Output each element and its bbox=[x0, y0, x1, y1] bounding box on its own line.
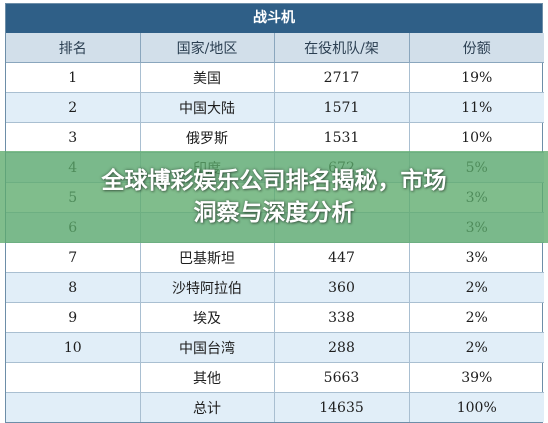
table-row: 其他 5663 39% bbox=[6, 362, 544, 393]
cell-share: 2% bbox=[409, 272, 544, 303]
cell-fleet: 2717 bbox=[274, 62, 410, 93]
table-row: 8 沙特阿拉伯 360 2% bbox=[6, 272, 544, 303]
header-fleet: 在役机队/架 bbox=[274, 33, 410, 63]
cell-share: 10% bbox=[409, 122, 544, 153]
cell-rank: 3 bbox=[6, 122, 141, 153]
cell-country: 总计 bbox=[140, 392, 275, 422]
cell-rank: 2 bbox=[6, 92, 141, 123]
table-title: 战斗机 bbox=[6, 4, 542, 33]
header-share: 份额 bbox=[409, 33, 544, 63]
headline-banner: 全球博彩娱乐公司排名揭秘，市场 洞察与深度分析 bbox=[0, 151, 548, 243]
table-row: 10 中国台湾 288 2% bbox=[6, 332, 544, 363]
cell-fleet: 288 bbox=[274, 332, 410, 363]
cell-country: 其他 bbox=[140, 362, 275, 393]
cell-share: 19% bbox=[409, 62, 544, 93]
table-row: 总计 14635 100% bbox=[6, 392, 544, 422]
header-rank: 排名 bbox=[6, 33, 141, 63]
cell-country: 沙特阿拉伯 bbox=[140, 272, 275, 303]
cell-share: 100% bbox=[409, 392, 544, 422]
cell-rank bbox=[6, 392, 141, 422]
table-row: 2 中国大陆 1571 11% bbox=[6, 92, 544, 123]
cell-rank: 9 bbox=[6, 302, 141, 333]
cell-fleet: 1571 bbox=[274, 92, 410, 123]
cell-country: 美国 bbox=[140, 62, 275, 93]
cell-fleet: 1531 bbox=[274, 122, 410, 153]
cell-share: 3% bbox=[409, 242, 544, 273]
cell-country: 埃及 bbox=[140, 302, 275, 333]
cell-fleet: 447 bbox=[274, 242, 410, 273]
headline-line-2: 洞察与深度分析 bbox=[193, 200, 355, 226]
cell-country: 俄罗斯 bbox=[140, 122, 275, 153]
cell-fleet: 360 bbox=[274, 272, 410, 303]
cell-fleet: 14635 bbox=[274, 392, 410, 422]
cell-fleet: 338 bbox=[274, 302, 410, 333]
cell-rank: 7 bbox=[6, 242, 141, 273]
header-row: 排名 国家/地区 在役机队/架 份额 bbox=[6, 33, 544, 63]
cell-country: 中国大陆 bbox=[140, 92, 275, 123]
table-row: 9 埃及 338 2% bbox=[6, 302, 544, 333]
table-row: 7 巴基斯坦 447 3% bbox=[6, 242, 544, 273]
cell-country: 中国台湾 bbox=[140, 332, 275, 363]
cell-country: 巴基斯坦 bbox=[140, 242, 275, 273]
cell-rank: 8 bbox=[6, 272, 141, 303]
cell-rank bbox=[6, 362, 141, 393]
cell-fleet: 5663 bbox=[274, 362, 410, 393]
cell-share: 11% bbox=[409, 92, 544, 123]
headline-line-1: 全球博彩娱乐公司排名揭秘，市场 bbox=[101, 168, 447, 194]
cell-rank: 10 bbox=[6, 332, 141, 363]
page: 战斗机 排名 国家/地区 在役机队/架 份额 1 美国 bbox=[0, 3, 548, 423]
cell-share: 2% bbox=[409, 302, 544, 333]
table-row: 3 俄罗斯 1531 10% bbox=[6, 122, 544, 153]
cell-share: 39% bbox=[409, 362, 544, 393]
cell-rank: 1 bbox=[6, 62, 141, 93]
cell-share: 2% bbox=[409, 332, 544, 363]
table-row: 1 美国 2717 19% bbox=[6, 62, 544, 93]
header-country: 国家/地区 bbox=[140, 33, 275, 63]
